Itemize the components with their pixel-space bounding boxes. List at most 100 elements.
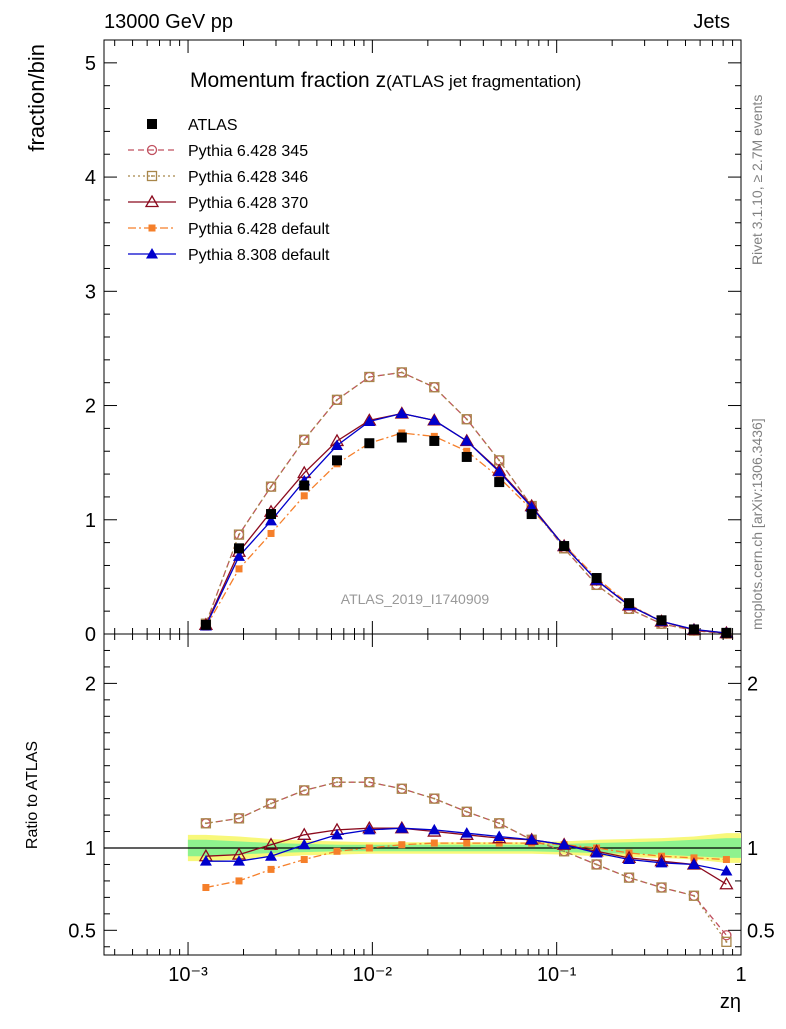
ratio-point-p346-dot [400,787,403,790]
ratio-point-p6def [722,856,730,864]
main-title: Momentum fraction z(ATLAS jet fragmentat… [190,69,581,92]
ratio-point-p346-dot [336,781,339,784]
point-p8def [460,434,473,446]
rivet-label: Rivet 3.1.10, ≥ 2.7M events [749,95,765,265]
main-ytick-label: 2 [85,396,96,418]
ratio-point-p6def [267,865,275,873]
point-atlas [332,455,343,466]
point-p346-dot [498,459,501,462]
ratio-point-p346 [299,785,310,796]
point-p8def [493,465,506,477]
ratio-point-p346-box [656,882,667,893]
ratio-ytick-label-left: 0.5 [68,920,96,942]
ratio-point-p346 [429,793,440,804]
point-p8def [232,550,245,561]
point-p346-dot [400,371,403,374]
legend-marker-p346-box [146,170,158,182]
point-p8def [331,439,344,451]
ratio-point-p8def [298,838,311,850]
ratio-point-p8def [199,855,212,866]
mcplots-label: mcplots.cern.ch [arXiv:1306.3436] [749,418,765,630]
ratio-point-p6def [333,847,341,855]
point-p8def [265,514,278,526]
ratio-point-p8def [265,850,278,861]
ratio-point-p346-dot [628,876,631,879]
ratio-point-p346 [494,818,505,829]
point-p346 [364,371,375,383]
ratio-point-p6def [300,856,308,864]
legend-marker-p6def [148,224,156,232]
ratio-point-p8def [590,846,603,858]
ratio-xtick-label: 10⁻¹ [537,964,577,986]
ratio-point-p346 [688,890,700,901]
point-p346 [233,529,245,540]
main-ytick-label: 5 [85,53,96,75]
legend-marker-p8def [146,248,158,259]
ratio-point-p346-dot [595,863,598,866]
point-p346-dot [270,485,273,488]
ratio-point-p346-dot [563,850,566,853]
ratio-point-p8def [687,858,700,869]
ratio-point-p345 [721,930,732,941]
point-atlas [494,477,505,488]
point-atlas [396,432,407,443]
ratio-point-p8def [525,833,538,845]
ratio-point-p346-dot [465,810,468,813]
point-atlas [233,543,244,554]
ratio-point-p346-box [429,793,440,804]
ratio-point-p346-dot [303,789,306,792]
series-line-p6def [205,432,727,634]
main-title-sub: (ATLAS jet fragmentation) [386,72,581,91]
ratio-point-p6def [365,844,373,852]
ratio-ytick-label-left: 2 [85,673,96,695]
main-ytick-label: 1 [85,510,96,532]
legend-label-p8def: Pythia 8.308 default [188,247,330,264]
ratio-point-p8def [428,823,441,835]
point-atlas [526,509,537,520]
point-p346-dot [368,375,371,378]
ratio-ytick-label-right: 1 [747,838,758,860]
ratio-point-p346 [200,818,212,829]
point-atlas [266,509,277,520]
point-p346-box [364,371,375,383]
point-p346-dot [336,398,339,401]
legend-label-p345: Pythia 6.428 345 [188,143,308,160]
ratio-point-p8def [232,855,245,866]
ratio-point-p346 [396,783,407,794]
ratio-point-p346-box [623,872,635,883]
point-p6def [267,529,275,537]
ratio-point-p346-box [200,818,212,829]
point-atlas [364,438,375,449]
ratio-point-p346-box [721,936,732,947]
legend-marker-p346 [146,170,158,182]
ratio-line-p345 [205,781,727,936]
point-atlas [559,541,570,552]
main-title-main: Momentum fraction z [190,69,386,92]
ratio-point-p346-box [461,806,472,817]
main-ytick-label: 4 [85,167,96,189]
point-p346 [299,434,310,445]
main-ytick-label: 3 [85,281,96,303]
ratio-point-p8def [558,838,571,850]
legend-marker-p345 [146,144,158,156]
ratio-point-p346 [233,813,245,824]
point-p346-box [233,529,245,540]
legend-label-p6def: Pythia 6.428 default [188,221,330,238]
ratio-point-p6def [235,877,243,885]
point-p346-box [265,481,277,492]
main-ylabel: fraction/bin [24,44,49,152]
point-p346-dot [237,533,240,536]
ratio-point-p346-box [299,785,310,796]
ratio-point-p346-dot [270,802,273,805]
point-atlas [656,615,667,626]
ratio-point-p346-dot [692,894,695,897]
watermark: ATLAS_2019_I1740909 [341,591,490,607]
ratio-point-p346 [623,872,635,883]
ratio-point-p346 [265,798,277,809]
point-p346-box [299,434,310,445]
ratio-point-p346 [656,882,667,893]
point-p346 [396,367,407,378]
ratio-point-p370 [719,876,734,890]
